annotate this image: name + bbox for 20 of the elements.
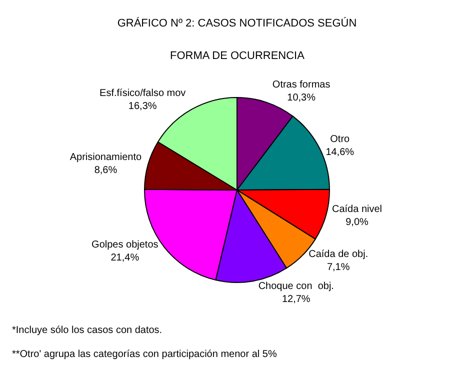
chart-title: GRÁFICO Nº 2: CASOS NOTIFICADOS SEGÚN: [117, 16, 357, 30]
data-label: 14,6%: [326, 147, 354, 158]
slice-label: Otras formas: [272, 80, 330, 91]
text: *Incluye sólo los casos con datos.: [12, 325, 162, 336]
slice-label: Caída nivel: [332, 204, 382, 216]
data-label: 21,4%: [110, 252, 140, 264]
slice-label: Esf.físico/falso mov: [100, 88, 186, 100]
text: **Otro' agrupa las categorías con participación menor al 5%: [12, 349, 277, 360]
slice-label: Choque con obj.: [258, 280, 334, 292]
data-label: 12,7%: [282, 294, 310, 305]
data-label: 10,3%: [287, 92, 316, 104]
chart-subtitle: FORMA DE OCURRENCIA: [170, 50, 306, 62]
slice-label: Aprisionamiento: [70, 152, 142, 163]
data-label: 16,3%: [128, 101, 157, 112]
slice-label: Caída de obj.: [308, 249, 368, 260]
slice-label: Otro: [330, 134, 350, 146]
data-label: 8,6%: [94, 164, 118, 176]
data-label: 7,1%: [326, 262, 350, 274]
data-label: 9,0%: [346, 217, 369, 228]
slice-label: Golpes objetos: [92, 240, 158, 251]
